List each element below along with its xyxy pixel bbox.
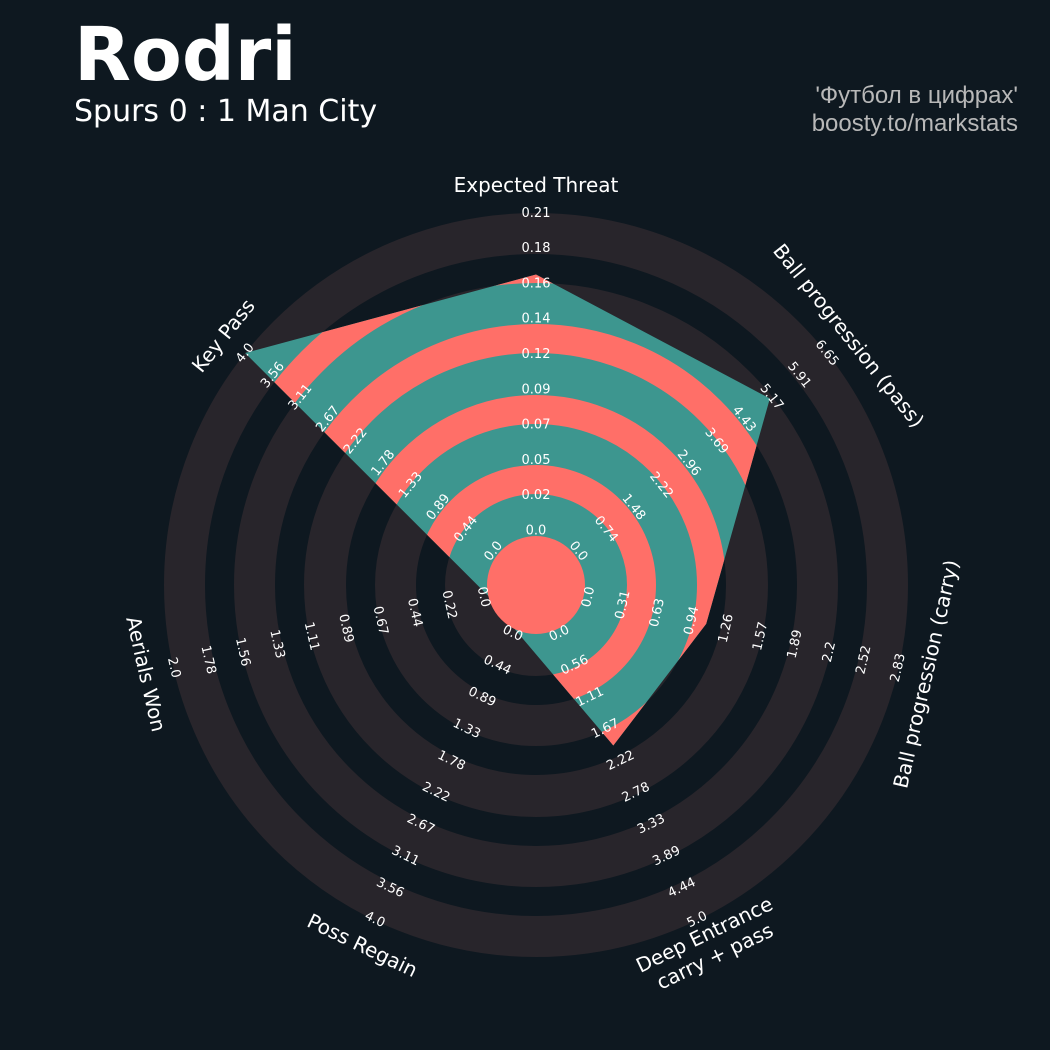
tick-label: 1.89 — [785, 628, 806, 660]
tick-label: 0.89 — [335, 613, 356, 645]
tick-label: 2.83 — [888, 652, 909, 684]
tick-label: 0.09 — [522, 382, 551, 397]
tick-label: 0.44 — [404, 597, 425, 629]
tick-label: 1.56 — [232, 636, 253, 668]
tick-label: 0.0 — [474, 585, 493, 609]
tick-label: 0.94 — [681, 605, 702, 637]
tick-label: 0.14 — [522, 312, 551, 327]
tick-label: 2.52 — [853, 644, 874, 676]
tick-label: 0.0 — [526, 524, 547, 539]
background-ring — [164, 213, 908, 957]
param-label: Aerials Won — [121, 614, 171, 734]
tick-label: 0.21 — [522, 206, 551, 221]
tick-label: 0.07 — [522, 418, 551, 433]
param-label: Expected Threat — [454, 173, 619, 197]
tick-label: 0.31 — [613, 589, 634, 621]
tick-label: 2.0 — [164, 656, 183, 680]
tick-label: 0.18 — [522, 241, 551, 256]
tick-label: 0.05 — [522, 453, 551, 468]
tick-label: 0.12 — [522, 347, 551, 362]
tick-label: 1.33 — [266, 628, 287, 660]
tick-label: 0.63 — [647, 597, 668, 629]
center-circle — [487, 536, 585, 634]
tick-label: 0.67 — [370, 605, 391, 637]
match-subtitle: Spurs 0 : 1 Man City — [74, 94, 378, 129]
tick-label: 0.02 — [522, 488, 551, 503]
player-name-title: Rodri — [74, 12, 297, 98]
tick-label: 1.57 — [750, 621, 771, 653]
credit-line-2: boosty.to/markstats — [811, 110, 1018, 137]
tick-label: 0.22 — [438, 589, 459, 621]
tick-label: 1.11 — [301, 621, 322, 653]
tick-label: 2.2 — [820, 640, 839, 664]
tick-label: 1.26 — [716, 613, 737, 645]
tick-label: 0.16 — [522, 276, 551, 291]
tick-label: 1.78 — [198, 644, 219, 676]
credit-line-1: 'Футбол в цифрах' — [815, 82, 1018, 109]
tick-label: 0.0 — [579, 585, 598, 609]
